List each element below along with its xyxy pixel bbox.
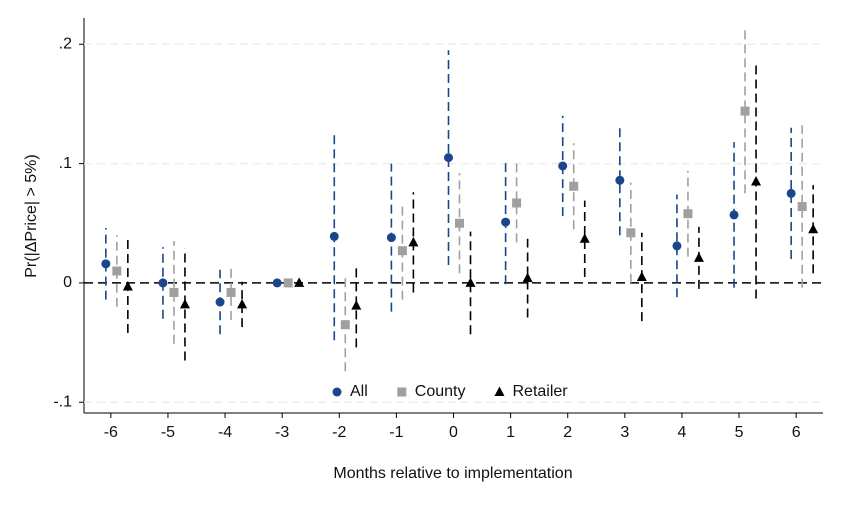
point: [558, 161, 568, 171]
point: [683, 209, 693, 219]
point: [272, 278, 282, 288]
point: [386, 233, 396, 243]
point: [465, 277, 476, 287]
x-tick-label: 2: [563, 424, 572, 441]
x-tick-label: 6: [792, 424, 801, 441]
x-axis-label: Months relative to implementation: [333, 465, 572, 482]
x-tick-label: -6: [104, 424, 118, 441]
point: [179, 298, 190, 309]
point: [408, 236, 419, 247]
legend-label: Retailer: [512, 383, 568, 400]
point: [455, 218, 464, 228]
point: [672, 241, 682, 251]
point: [169, 287, 179, 297]
legend-marker: [397, 387, 407, 397]
y-tick-label: 0: [63, 274, 72, 291]
point: [226, 287, 236, 297]
point: [579, 233, 590, 243]
y-axis-label: Pr(|ΔPrice| > 5%): [23, 154, 40, 277]
point: [740, 106, 750, 116]
point: [751, 175, 762, 186]
y-tick-label: .1: [59, 155, 72, 172]
point: [215, 297, 225, 307]
x-tick-label: 0: [449, 424, 458, 441]
x-tick-label: 4: [677, 424, 686, 441]
point: [522, 272, 533, 283]
point: [283, 278, 293, 288]
point: [786, 188, 796, 198]
point: [501, 217, 511, 227]
point: [158, 278, 168, 288]
legend-label: All: [350, 383, 368, 400]
x-tick-label: 3: [620, 424, 629, 441]
point: [636, 271, 647, 281]
legend-marker: [494, 386, 505, 396]
x-tick-label: -4: [218, 424, 232, 441]
point: [397, 246, 407, 256]
y-tick-label: -.1: [53, 393, 72, 410]
point: [101, 259, 111, 269]
x-tick-label: -3: [275, 424, 289, 441]
point: [294, 277, 305, 287]
point: [329, 231, 339, 241]
point: [340, 320, 350, 330]
y-tick-label: .2: [59, 35, 72, 52]
point: [512, 198, 522, 208]
point: [569, 181, 579, 191]
point: [112, 266, 122, 276]
x-tick-label: -2: [332, 424, 346, 441]
x-tick-label: -5: [161, 424, 175, 441]
point: [444, 153, 453, 163]
x-tick-label: 5: [735, 424, 744, 441]
point: [693, 252, 704, 262]
point: [626, 228, 636, 238]
point: [808, 223, 819, 234]
point: [797, 202, 807, 212]
point: [122, 281, 133, 291]
x-tick-label: -1: [389, 424, 403, 441]
point: [729, 210, 739, 220]
legend-label: County: [415, 383, 466, 400]
point: [615, 175, 625, 185]
point: [237, 298, 248, 309]
point: [351, 300, 362, 310]
legend-marker: [332, 387, 342, 397]
x-tick-label: 1: [506, 424, 515, 441]
